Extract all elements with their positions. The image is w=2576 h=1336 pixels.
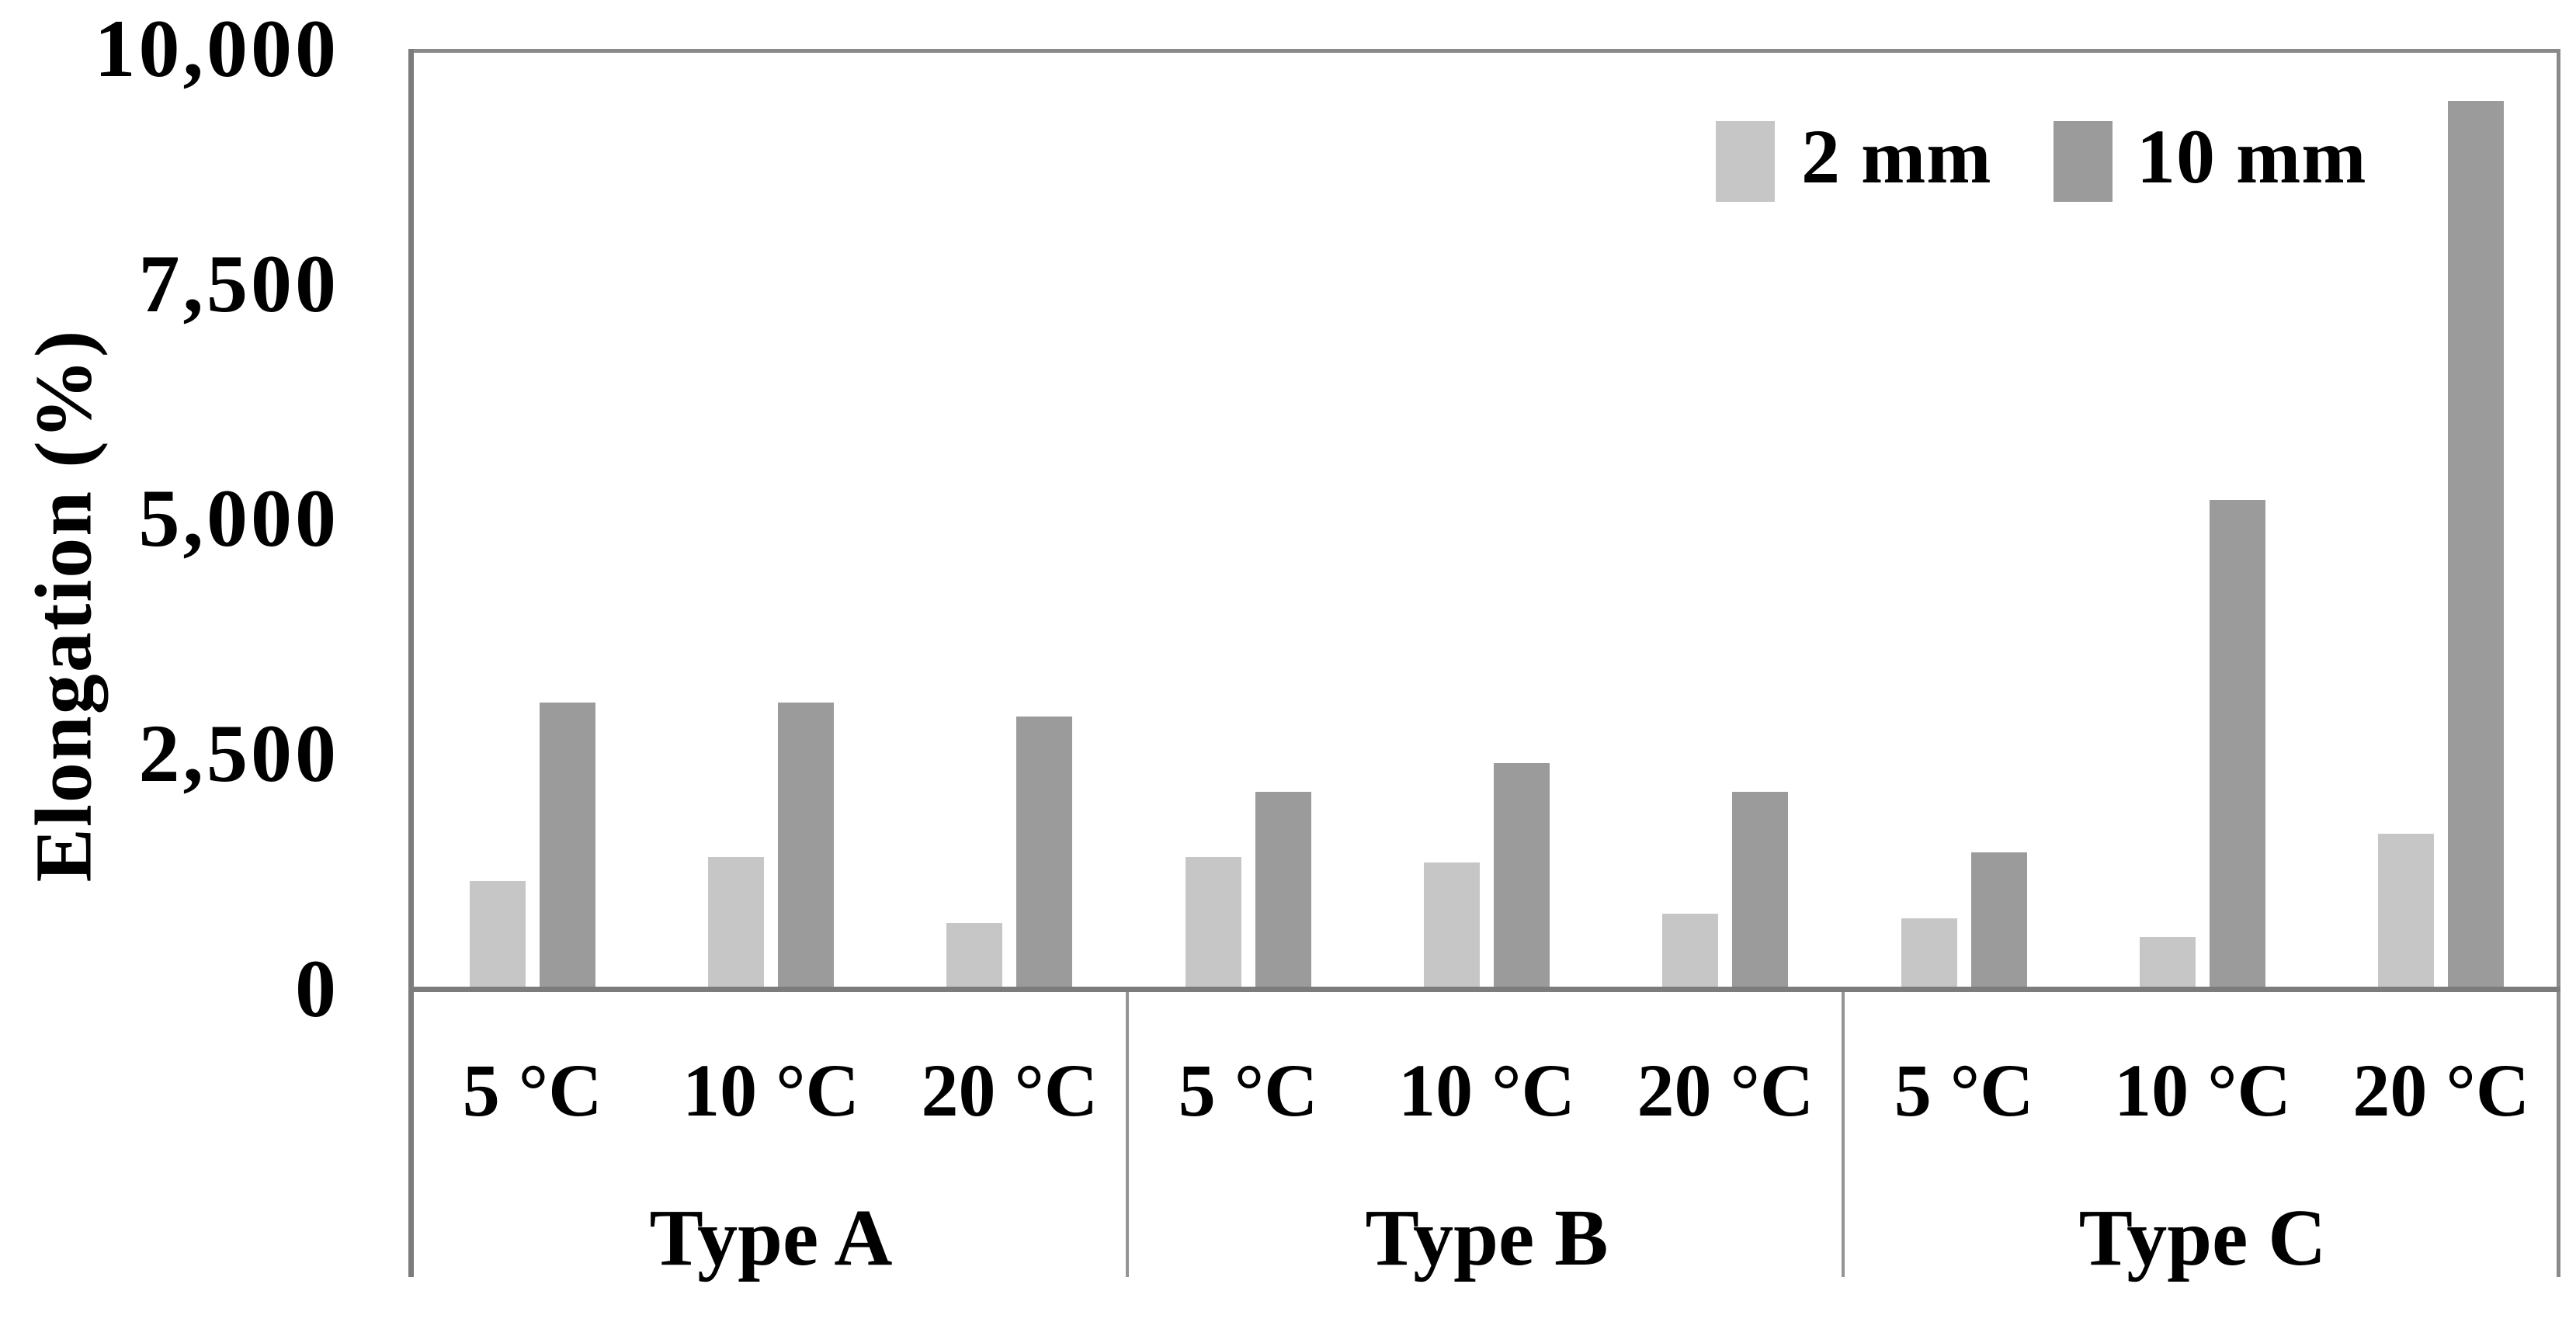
bar-2mm-type-a-20°C [946, 923, 1003, 989]
bar-10mm-type-a-10°C [778, 703, 834, 989]
bar-2mm-type-b-5°C [1185, 857, 1241, 989]
y-tick-label-7500: 7,500 [138, 238, 339, 329]
legend-swatch-2mm [1716, 121, 1775, 202]
bar-10mm-type-b-10°C [1494, 763, 1550, 989]
category-axis-groups: Type A Type B Type C [413, 1168, 2560, 1308]
category-label: 20 °C [921, 1049, 1099, 1132]
y-tick-label-5000: 5,000 [138, 473, 339, 564]
bar-2mm-type-c-20°C [2378, 834, 2435, 989]
group-divider-a-b [1126, 992, 1129, 1277]
category-axis-temperatures: 5 °C 10 °C 20 °C 5 °C 10 °C 20 °C 5 °C 1… [413, 1036, 2560, 1145]
y-tick-label-2500: 2,500 [138, 708, 339, 799]
bar-2mm-type-c-10°C [2140, 937, 2196, 989]
group-divider-b-c [1842, 992, 1845, 1277]
bar-2mm-type-c-5°C [1901, 918, 1957, 989]
category-label: 10 °C [1398, 1049, 1575, 1132]
bar-2mm-type-a-10°C [708, 857, 764, 989]
plot-frame-top [413, 49, 2560, 53]
y-tick-label-0: 0 [295, 943, 339, 1034]
group-label: Type B [1365, 1193, 1609, 1282]
bar-10mm-type-c-10°C [2210, 500, 2265, 989]
y-axis-line [408, 49, 414, 1277]
x-axis-line [408, 987, 2560, 992]
bar-2mm-type-b-10°C [1424, 862, 1480, 989]
group-label: Type A [649, 1193, 893, 1282]
bar-10mm-type-b-5°C [1255, 792, 1311, 989]
bar-2mm-type-a-5°C [469, 881, 526, 989]
category-label: 10 °C [2114, 1049, 2291, 1132]
bar-10mm-type-b-20°C [1732, 792, 1789, 989]
bar-2mm-type-b-20°C [1662, 914, 1719, 989]
category-label: 5 °C [462, 1049, 602, 1132]
legend-label-10mm: 10 mm [2137, 113, 2367, 200]
legend-label-2mm: 2 mm [1801, 113, 1992, 200]
bar-10mm-type-a-5°C [539, 703, 595, 989]
legend-swatch-10mm [2054, 121, 2113, 202]
category-label: 5 °C [1178, 1049, 1318, 1132]
bar-10mm-type-a-20°C [1016, 717, 1073, 989]
y-tick-label-10000: 10,000 [94, 3, 339, 94]
category-label: 10 °C [682, 1049, 859, 1132]
bar-10mm-type-c-5°C [1970, 852, 2027, 989]
group-label: Type C [2078, 1193, 2327, 1282]
category-label: 20 °C [1637, 1049, 1814, 1132]
category-label: 5 °C [1894, 1049, 2034, 1132]
bar-10mm-type-c-20°C [2448, 101, 2505, 989]
plot-frame-right [2557, 49, 2560, 1277]
category-label: 20 °C [2352, 1049, 2530, 1132]
